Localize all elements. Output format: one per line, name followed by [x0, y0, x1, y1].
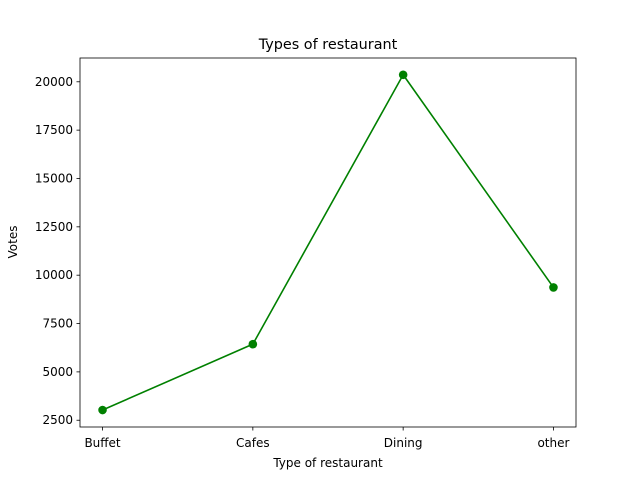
data-point — [398, 70, 408, 80]
data-point — [248, 339, 258, 349]
series-line — [102, 73, 555, 411]
y-tick-label: 2500 — [42, 413, 73, 427]
y-tick-label: 12500 — [35, 220, 73, 234]
chart-title: Types of restaurant — [258, 37, 398, 53]
y-tick-label: 5000 — [42, 365, 73, 379]
x-tick-label: Buffet — [84, 436, 120, 450]
y-tick-label: 17500 — [35, 123, 73, 137]
x-axis-label: Type of restaurant — [272, 456, 383, 470]
y-tick-label: 20000 — [35, 75, 73, 89]
x-tick-label: Dining — [384, 436, 423, 450]
x-tick-label: other — [537, 436, 569, 450]
data-point — [549, 283, 558, 292]
data-point — [98, 405, 107, 415]
x-tick-label: Cafes — [236, 436, 270, 450]
y-tick-label: 7500 — [42, 317, 73, 331]
plot-area: 2500 5000 7500 10000 12500 15000 17500 20000 Buf… — [35, 57, 577, 450]
axes-frame — [79, 57, 577, 428]
y-tick-label: 15000 — [35, 171, 73, 185]
y-tick-label: 10000 — [35, 268, 73, 282]
y-axis-label: Votes — [6, 226, 20, 259]
